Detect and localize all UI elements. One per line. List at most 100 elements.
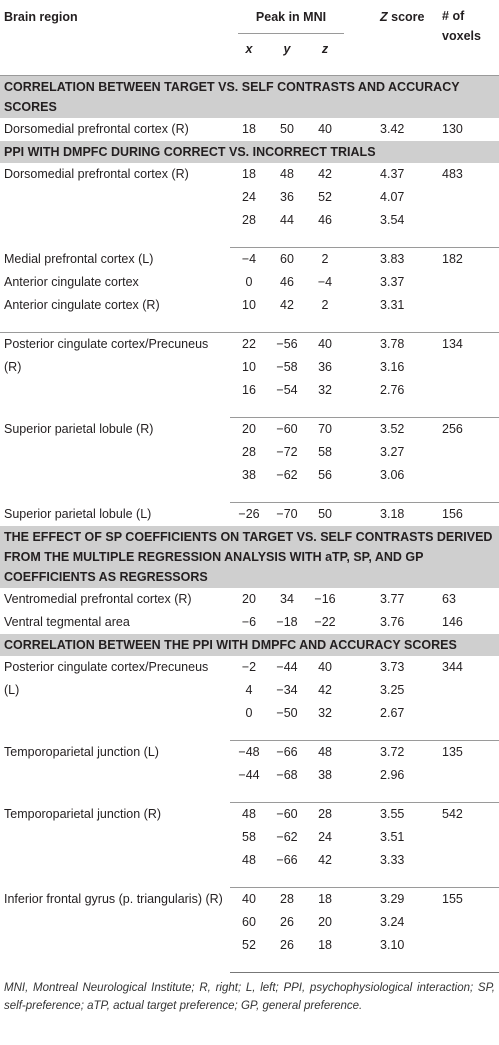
region: Medial prefrontal cortex (L) (4, 251, 154, 266)
cell: 28 (230, 209, 268, 248)
data-row: 28 44 46 3.54 (0, 209, 499, 248)
cell: 0 (245, 275, 253, 289)
cell: 42 (268, 294, 306, 333)
data-row: 52 26 18 3.10 (0, 934, 499, 973)
cell: 44 (268, 209, 306, 248)
section-band: CORRELATION BETWEEN TARGET VS. SELF CONT… (0, 75, 499, 118)
cell: 18 (242, 122, 256, 136)
cell (436, 934, 499, 973)
cell: −72 (276, 445, 298, 459)
cell (436, 379, 499, 418)
header-coord: x (245, 42, 253, 56)
cell: 2.67 (344, 702, 437, 741)
cell (436, 186, 499, 209)
cell: −34 (276, 683, 298, 697)
cell: 3.33 (344, 849, 437, 888)
region: Temporoparietal junction (L) (4, 744, 159, 759)
data-row: 24 36 52 4.07 (0, 186, 499, 209)
cell: 3.55 (380, 807, 405, 821)
cell: 58 (318, 445, 332, 459)
cell: 3.42 (380, 122, 405, 136)
cell (436, 826, 499, 849)
cell: −18 (276, 615, 298, 629)
cell: 40 (318, 337, 332, 351)
data-row: −44 −68 38 2.96 (0, 764, 499, 803)
cell: 2.76 (344, 379, 437, 418)
cell: 48 (280, 167, 294, 181)
cell: 130 (442, 122, 463, 136)
cell: 10 (230, 294, 268, 333)
cell: 34 (280, 592, 294, 606)
cell: −56 (276, 337, 298, 351)
cell: −70 (276, 507, 298, 521)
data-row: Anterior cingulate cortex 0 46 −4 3.37 (0, 271, 499, 294)
cell: 344 (442, 660, 463, 674)
cell: 28 (318, 807, 332, 821)
cell: 155 (442, 892, 463, 906)
cell: 3.83 (380, 252, 405, 266)
cell (436, 702, 499, 741)
cell: 134 (442, 337, 463, 351)
section-band: THE EFFECT OF SP COEFFICIENTS ON TARGET … (0, 526, 499, 588)
data-row: 60 26 20 3.24 (0, 911, 499, 934)
data-row: Dorsomedial prefrontal cortex (R) 18 48 42 4… (0, 163, 499, 186)
cell: 42 (318, 167, 332, 181)
cell: 40 (318, 122, 332, 136)
region: Posterior cingulate cortex/Precuneus (R) (4, 337, 209, 374)
cell: 4.37 (380, 167, 405, 181)
header-row: Brain region Peak in MNI Z score # of vo… (0, 0, 499, 43)
cell: 2 (321, 252, 329, 266)
cell: −66 (276, 745, 298, 759)
cell: −62 (268, 464, 306, 503)
data-row: 4 −34 42 3.25 (0, 679, 499, 702)
cell: 156 (442, 507, 463, 521)
cell: 48 (230, 849, 268, 888)
header-coord: y (283, 42, 291, 56)
data-row: Posterior cingulate cortex/Precuneus (L)… (0, 656, 499, 697)
cell: 4.07 (380, 190, 405, 204)
table-body: CORRELATION BETWEEN TARGET VS. SELF CONT… (0, 75, 499, 973)
data-row: 58 −62 24 3.51 (0, 826, 499, 849)
cell (436, 764, 499, 803)
cell: 3.76 (380, 615, 405, 629)
cell: 3.77 (380, 592, 405, 606)
cell: 3.16 (380, 360, 405, 374)
section-title: CORRELATION BETWEEN TARGET VS. SELF CONT… (0, 75, 499, 118)
cell (436, 294, 499, 333)
cell: 46 (306, 209, 345, 248)
cell: 3.52 (380, 422, 405, 436)
cell: 40 (318, 660, 332, 674)
cell: 28 (280, 892, 294, 906)
cell (436, 356, 499, 379)
cell: 16 (230, 379, 268, 418)
data-row: Dorsomedial prefrontal cortex (R) 18 50 40 3… (0, 118, 499, 141)
data-row: Ventral tegmental area −6 −18 −22 3.76 146 (0, 611, 499, 634)
cell: −58 (276, 360, 298, 374)
cell: 26 (280, 915, 294, 929)
cell: 63 (442, 592, 456, 606)
cell: 2.96 (344, 764, 437, 803)
cell: −4 (317, 275, 333, 289)
region: Posterior cingulate cortex/Precuneus (L) (4, 660, 209, 697)
cell: −44 (276, 660, 298, 674)
cell: 3.06 (344, 464, 437, 503)
cell: 0 (230, 702, 268, 741)
cell: 32 (306, 702, 345, 741)
cell: 256 (442, 422, 463, 436)
cell: 3.29 (380, 892, 405, 906)
cell: 48 (242, 807, 256, 821)
data-row: 38 −62 56 3.06 (0, 464, 499, 503)
cell: 2 (306, 294, 345, 333)
cell: 483 (442, 167, 463, 181)
cell: −4 (241, 252, 257, 266)
region: Temporoparietal junction (R) (4, 806, 162, 821)
cell (436, 911, 499, 934)
header-row: x y z (0, 34, 499, 76)
cell: 3.37 (380, 275, 405, 289)
cell: 3.27 (380, 445, 405, 459)
section-band: PPI WITH DMPFC DURING CORRECT VS. INCORR… (0, 141, 499, 163)
cell: 3.24 (380, 915, 405, 929)
data-row: Posterior cingulate cortex/Precuneus (R)… (0, 333, 499, 374)
cell: 36 (318, 360, 332, 374)
